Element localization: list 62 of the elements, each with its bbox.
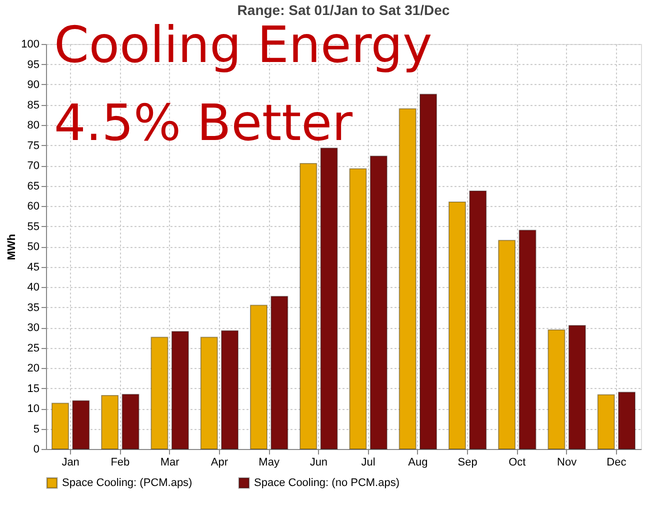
- y-tick-label: 55: [27, 220, 40, 233]
- bar: [618, 392, 636, 450]
- x-tick-label: Jun: [310, 456, 328, 468]
- annotation: 4.5% Better: [54, 94, 353, 152]
- bar: [320, 148, 338, 450]
- y-tick-label: 45: [27, 261, 40, 274]
- y-tick-label: 20: [27, 362, 40, 374]
- bar: [221, 330, 239, 450]
- y-tick-label: 5: [33, 423, 40, 436]
- bar: [171, 331, 189, 450]
- x-tick-label: Dec: [606, 456, 627, 468]
- x-tick-label: Oct: [508, 456, 526, 468]
- bar: [200, 336, 218, 450]
- y-tick-label: 0: [33, 444, 40, 456]
- y-tick-label: 90: [27, 79, 40, 91]
- bar: [300, 162, 318, 450]
- bar: [270, 296, 288, 450]
- x-tick-label: May: [258, 456, 280, 468]
- bar: [101, 395, 119, 450]
- legend-label: Space Cooling: (no PCM.aps): [254, 477, 400, 489]
- bar: [597, 394, 615, 450]
- x-tick-label: Apr: [210, 456, 228, 468]
- chart-title: Range: Sat 01/Jan to Sat 31/Dec: [237, 2, 450, 18]
- bar: [518, 230, 536, 450]
- y-tick-label: 100: [21, 38, 40, 50]
- y-tick-label: 50: [27, 241, 40, 253]
- bar: [448, 201, 466, 450]
- y-tick-label: 25: [27, 342, 40, 354]
- y-axis-title: MWh: [6, 234, 18, 260]
- bar: [469, 190, 487, 450]
- bar: [370, 156, 388, 450]
- bar: [349, 168, 367, 450]
- bar: [51, 402, 69, 450]
- y-tick-label: 40: [27, 282, 40, 294]
- y-tick-label: 85: [27, 99, 40, 112]
- x-tick-label: Feb: [110, 456, 130, 468]
- bar: [398, 108, 416, 450]
- bar: [122, 394, 140, 450]
- bar: [568, 324, 586, 450]
- x-tick-label: Sep: [458, 456, 478, 468]
- y-tick-label: 80: [27, 120, 40, 132]
- y-tick-label: 30: [27, 322, 40, 334]
- y-tick-label: 95: [27, 58, 40, 71]
- x-tick-label: Aug: [408, 456, 428, 468]
- bar: [250, 304, 268, 450]
- y-tick-label: 65: [27, 180, 40, 192]
- y-tick-label: 75: [27, 140, 40, 152]
- y-tick-label: 35: [27, 302, 40, 314]
- legend-label: Space Cooling: (PCM.aps): [62, 477, 192, 489]
- bar: [72, 400, 90, 450]
- y-tick-label: 15: [27, 382, 40, 395]
- x-tick-label: Jul: [361, 456, 376, 468]
- x-tick-label: Jan: [62, 456, 80, 468]
- x-tick-label: Nov: [557, 456, 578, 468]
- x-tick-label: Mar: [160, 456, 180, 468]
- bar: [150, 336, 168, 450]
- bar: [420, 94, 438, 450]
- bar: [498, 240, 516, 450]
- y-tick-label: 10: [27, 403, 40, 415]
- bar: [548, 329, 566, 450]
- y-tick-label: 60: [27, 200, 40, 212]
- y-tick-label: 70: [27, 160, 40, 172]
